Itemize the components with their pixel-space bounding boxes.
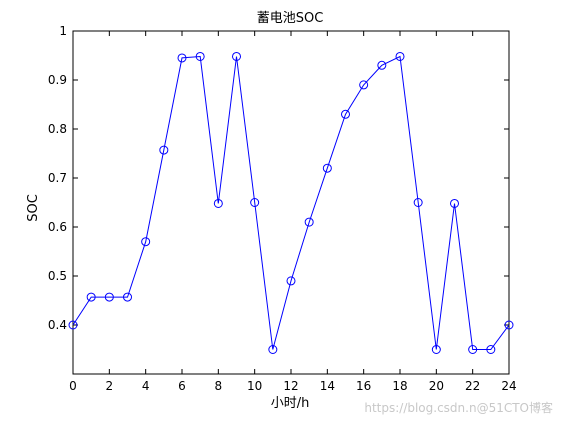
x-tick-label: 6 [178,379,186,393]
data-point-marker [504,320,514,330]
x-tick-label: 14 [320,379,335,393]
data-point-marker [213,198,223,208]
x-tick-label: 8 [215,379,223,393]
plot-area-frame [72,30,510,375]
y-axis-label: SOC [26,194,41,222]
data-point-marker [286,276,296,286]
series-layer [68,51,514,354]
data-point-marker [104,292,114,302]
x-tick-label: 24 [501,379,516,393]
x-tick-label: 22 [465,379,480,393]
data-point-marker [232,51,241,61]
data-point-marker [359,80,369,90]
data-point-marker [322,163,332,173]
y-tick-label: 0.8 [48,122,67,136]
data-point-marker [250,198,260,207]
y-tick-label: 0.7 [48,171,67,185]
x-tick-label: 20 [429,379,444,393]
data-point-marker [86,292,96,302]
x-tick-label: 16 [356,379,371,393]
watermark-text: https://blog.csdn.n@51CTO博客 [364,401,553,415]
data-point-marker [177,53,187,63]
axes-box [72,30,510,375]
data-point-marker [341,109,350,119]
y-tick-label: 0.5 [48,269,67,283]
chart-title: 蓄电池SOC [257,11,324,26]
x-tick-label: 4 [142,379,150,393]
data-point-marker [450,198,459,208]
data-point-marker [141,237,151,247]
y-tick-label: 0.4 [48,318,67,332]
data-point-marker [195,51,205,61]
y-tick-label: 0.6 [48,220,67,234]
x-tick-label: 12 [283,379,298,393]
x-tick-label: 0 [69,379,77,393]
data-point-marker [413,198,423,207]
data-point-marker [68,320,78,330]
data-point-marker [486,345,496,354]
data-point-marker [431,345,441,354]
x-axis-label: 小时/h [271,396,310,411]
soc-series-line [72,55,510,350]
data-point-marker [159,145,169,155]
data-point-marker [468,345,478,354]
x-tick-label: 2 [106,379,114,393]
data-point-marker [377,60,387,70]
y-tick-label: 0.9 [48,73,67,87]
x-tick-label: 18 [392,379,407,393]
y-tick-label: 1 [59,24,67,38]
data-point-marker [304,217,314,227]
data-point-marker [395,51,405,61]
x-tick-label: 10 [247,379,262,393]
data-point-marker [268,345,278,354]
data-point-marker [123,292,132,302]
